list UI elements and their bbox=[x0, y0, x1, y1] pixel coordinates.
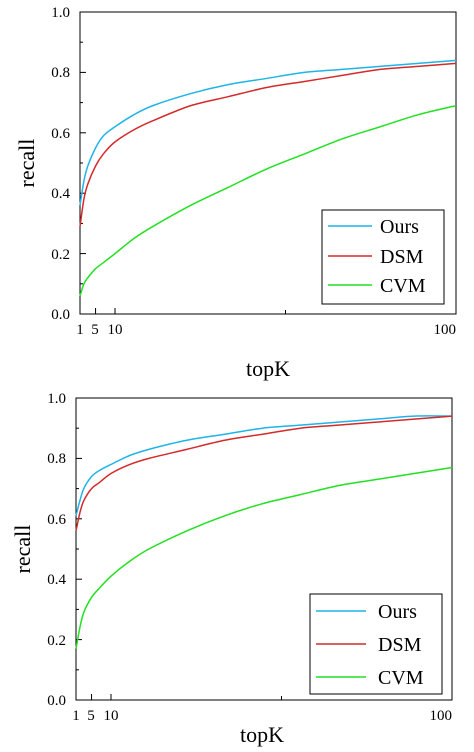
y-tick-label: 0.0 bbox=[47, 693, 66, 709]
x-tick-label: 1 bbox=[72, 708, 80, 724]
legend-box bbox=[321, 209, 445, 305]
y-tick-label: 1.0 bbox=[51, 5, 70, 21]
y-tick-label: 0.4 bbox=[47, 572, 66, 588]
x-axis-title: topK bbox=[246, 356, 290, 381]
y-axis-title: recall bbox=[10, 525, 35, 574]
y-tick-label: 0.6 bbox=[51, 126, 70, 142]
chart-panel-top: 0.0 0.2 0.4 0.6 0.8 1.0 1 5 10 100 topK … bbox=[14, 5, 457, 381]
series-line-dsm bbox=[79, 62, 457, 227]
x-tick-label: 10 bbox=[108, 322, 123, 338]
x-tick-label: 100 bbox=[430, 708, 453, 724]
x-tick-label: 10 bbox=[104, 708, 119, 724]
x-tick-label: 5 bbox=[91, 322, 99, 338]
x-tick-label: 1 bbox=[76, 322, 84, 338]
legend-label-cvm: CVM bbox=[378, 667, 424, 689]
y-tick-label: 1.0 bbox=[47, 391, 66, 407]
legend-label-ours: Ours bbox=[380, 216, 419, 238]
y-tick-label: 0.8 bbox=[51, 65, 70, 81]
y-tick-label: 0.4 bbox=[51, 186, 70, 202]
y-tick-label: 0.2 bbox=[51, 247, 70, 263]
series-line-ours bbox=[79, 59, 457, 206]
legend-label-ours: Ours bbox=[378, 601, 417, 623]
x-axis-title: topK bbox=[240, 722, 284, 747]
series-line-dsm bbox=[75, 415, 453, 532]
legend-label-dsm: DSM bbox=[378, 634, 422, 656]
y-axis-title: recall bbox=[14, 139, 39, 188]
y-tick-label: 0.2 bbox=[47, 633, 66, 649]
chart-panel-bottom: 0.0 0.2 0.4 0.6 0.8 1.0 1 5 10 100 topK … bbox=[10, 391, 453, 747]
series-line-ours bbox=[75, 415, 453, 516]
legend-label-dsm: DSM bbox=[380, 246, 424, 268]
legend-label-cvm: CVM bbox=[380, 275, 426, 297]
series-line-cvm bbox=[79, 104, 457, 297]
x-tick-label: 100 bbox=[434, 322, 457, 338]
x-tick-label: 5 bbox=[87, 708, 95, 724]
y-tick-label: 0.8 bbox=[47, 451, 66, 467]
series-line-cvm bbox=[75, 466, 453, 649]
y-tick-label: 0.6 bbox=[47, 512, 66, 528]
y-tick-label: 0.0 bbox=[51, 307, 70, 323]
